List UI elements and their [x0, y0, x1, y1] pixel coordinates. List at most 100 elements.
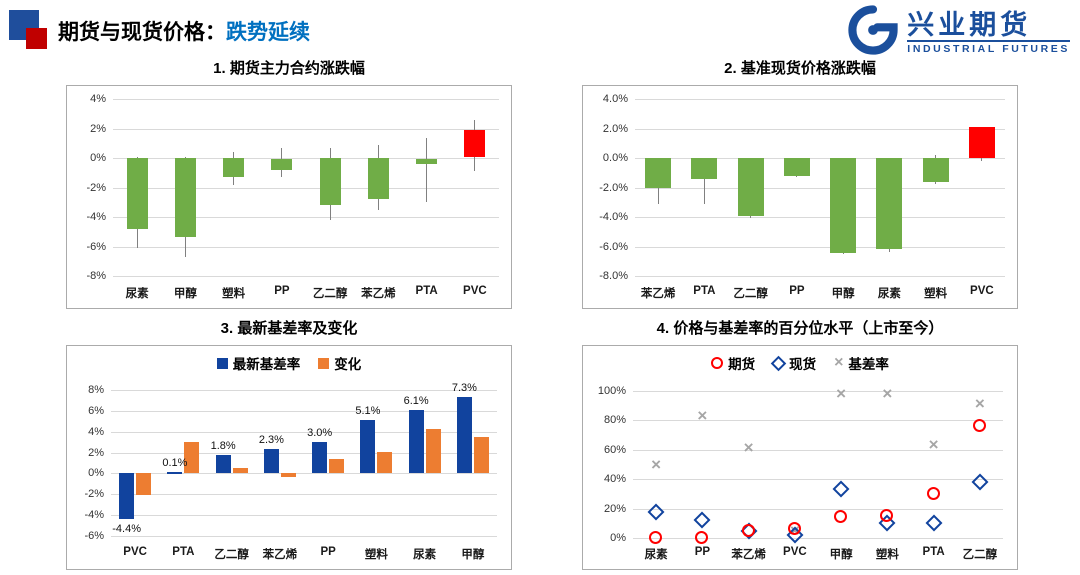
x-axis-category-label: 尿素 — [413, 549, 437, 561]
company-logo: 兴业期货 INDUSTRIAL FUTURES — [847, 4, 1070, 61]
chart-1-title: 1. 期货主力合约涨跌幅 — [213, 60, 365, 77]
gridline — [111, 411, 497, 412]
logo-name-en: INDUSTRIAL FUTURES — [907, 42, 1070, 55]
chart-legend: 最新基差率 变化 — [67, 353, 511, 373]
y-axis-tick-label: 0.0% — [602, 152, 628, 164]
x-axis-category-label: 塑料 — [875, 549, 899, 561]
y-axis-tick-label: 6% — [88, 404, 104, 417]
x-axis-category-label: 尿素 — [877, 288, 901, 300]
logo-divider — [907, 39, 1070, 42]
x-axis-category-label: 甲醇 — [831, 288, 855, 300]
y-axis-tick-label: 0% — [88, 467, 104, 480]
legend-label: 期货 — [728, 357, 756, 372]
legend-item-基差率: × 基差率 — [834, 353, 889, 373]
gridline — [111, 515, 497, 516]
scatter-diamond-marker — [971, 473, 989, 491]
bar-value-label: 7.3% — [451, 382, 477, 395]
bar-最新基差率 — [456, 397, 472, 474]
bar-变化 — [232, 468, 248, 474]
bar-value-label: 6.1% — [403, 394, 429, 407]
legend-x-marker-icon: × — [834, 354, 844, 371]
y-axis-tick-label: -4.0% — [599, 211, 628, 223]
bar-value-label: 3.0% — [307, 427, 333, 440]
legend-square-marker-icon — [216, 357, 228, 369]
x-axis-category-label: 甲醇 — [173, 288, 197, 300]
gridline — [633, 420, 1003, 421]
panel-futures-change: 1. 期货主力合约涨跌幅 4% 2% 0% -2% -4% -6% -8% 尿素 甲醇 塑料 PP 乙… — [66, 58, 512, 309]
y-axis-tick-label: -2.0% — [599, 181, 628, 194]
y-axis-tick-label: 4% — [88, 425, 104, 438]
x-axis-category-label: 乙二醇 — [733, 288, 768, 300]
bar-变化 — [425, 428, 441, 474]
x-axis-category-label: PVC — [783, 546, 807, 558]
gridline — [635, 217, 1005, 218]
y-axis-tick-label: -4% — [84, 509, 104, 522]
candle-whisker — [703, 158, 705, 204]
x-axis-category-label: 尿素 — [644, 549, 668, 561]
y-axis-tick-label: 40% — [603, 473, 626, 486]
x-axis-category-label: PTA — [415, 285, 438, 297]
scatter-x-marker: × — [651, 454, 662, 474]
chart-1-plot: 4% 2% 0% -2% -4% -6% -8% 尿素 甲醇 塑料 PP 乙二醇 苯乙烯 PTA PVC — [66, 85, 512, 309]
scatter-x-marker: × — [974, 394, 985, 414]
bar-最新基差率 — [263, 449, 279, 474]
scatter-circle-marker — [695, 531, 709, 544]
y-axis-tick-label: 2% — [90, 122, 106, 135]
y-axis-tick-label: 8% — [88, 384, 104, 396]
legend-label: 基差率 — [848, 357, 889, 372]
gridline — [111, 494, 497, 495]
bar-变化 — [473, 436, 489, 474]
bar-最新基差率 — [119, 473, 135, 520]
x-axis-category-label: 塑料 — [364, 549, 388, 561]
y-axis-tick-label: -2% — [84, 488, 104, 501]
candle-down — [319, 158, 341, 206]
candle-down — [876, 158, 903, 250]
scatter-x-marker: × — [697, 405, 708, 425]
bar-value-label: -4.4% — [112, 523, 141, 536]
y-axis-tick-label: -2% — [86, 181, 106, 194]
x-axis-category-label: PTA — [172, 546, 195, 558]
chart-3-title: 3. 最新基差率及变化 — [220, 320, 358, 337]
x-axis-category-label: PP — [320, 546, 336, 558]
candle-down — [922, 158, 949, 182]
scatter-circle-marker — [972, 419, 986, 433]
scatter-circle-marker — [741, 523, 755, 537]
gridline — [635, 188, 1005, 189]
gridline — [633, 450, 1003, 451]
y-axis-tick-label: -8.0% — [599, 270, 628, 282]
legend-square-marker-icon — [318, 357, 330, 369]
y-axis-tick-label: 80% — [603, 414, 626, 427]
candle-down — [830, 158, 857, 254]
gridline — [111, 536, 497, 537]
x-axis-category-label: 甲醇 — [461, 549, 485, 561]
y-axis-tick-label: -8% — [86, 270, 106, 282]
panel-spot-change: 2. 基准现货价格涨跌幅 4.0% 2.0% 0.0% -2.0% -4.0% -6.0%… — [582, 58, 1018, 309]
candle-down — [271, 159, 293, 170]
gridline — [113, 129, 499, 130]
gridline — [111, 390, 497, 391]
x-axis-category-label: 乙二醇 — [214, 549, 249, 561]
legend-item-最新基差率: 最新基差率 — [216, 353, 300, 373]
x-axis-category-label: 塑料 — [222, 288, 246, 300]
x-axis-category-label: PVC — [463, 285, 487, 297]
x-axis-category-label: 尿素 — [125, 288, 149, 300]
gridline — [635, 276, 1005, 277]
candle-whisker — [426, 138, 428, 203]
scatter-circle-marker — [834, 510, 848, 524]
legend-item-期货: 期货 — [711, 353, 755, 373]
gridline — [111, 473, 497, 474]
bar-变化 — [377, 451, 393, 474]
bar-最新基差率 — [167, 472, 183, 474]
scatter-x-marker: × — [882, 383, 893, 403]
x-axis-category-label: PP — [789, 285, 805, 297]
chart-2-plot: 4.0% 2.0% 0.0% -2.0% -4.0% -6.0% -8.0% 苯乙烯 PTA 乙二… — [582, 85, 1018, 309]
gridline — [113, 217, 499, 218]
page-title-highlight: 跌势延续 — [226, 21, 310, 44]
header-red-square — [26, 28, 47, 49]
panel-basis-rate: 3. 最新基差率及变化 8% 6% 4% 2% 0% -2% -4% -6% PVC PTA 乙二醇… — [66, 318, 512, 570]
chart-4-plot: 100% 80% 60% 40% 20% 0% 尿素 PP 苯乙烯 PVC 甲醇 塑料 PTA 乙二醇 期货… — [582, 345, 1018, 570]
x-axis-category-label: 乙二醇 — [312, 288, 348, 300]
gridline — [113, 158, 499, 159]
y-axis-tick-label: -6% — [84, 530, 104, 542]
scatter-circle-marker — [926, 486, 940, 500]
